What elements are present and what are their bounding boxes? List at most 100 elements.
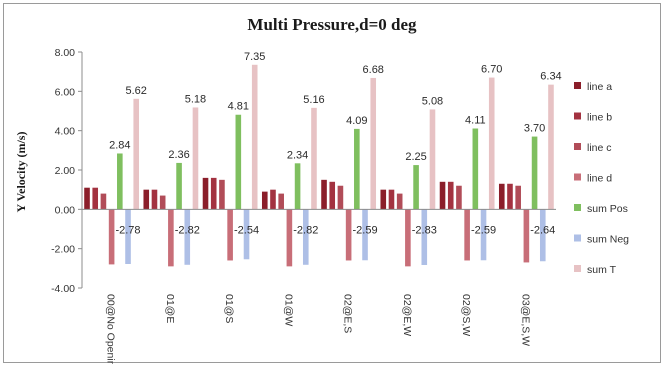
data-label-sum-pos-01-s: 4.81 <box>228 101 249 113</box>
legend-label-sum-t: sum T <box>587 264 617 276</box>
legend-swatch-line-c <box>574 143 581 150</box>
legend-label-line-d: line d <box>587 173 612 185</box>
y-tick-label: -2.00 <box>51 244 75 256</box>
bars-layer <box>84 64 554 267</box>
data-label-sum-pos-01-w: 2.34 <box>287 149 308 161</box>
bar-line-c-02-s-w <box>456 185 462 210</box>
data-label-sum-neg-02-e-w: -2.83 <box>412 224 437 236</box>
bar-line-b-02-e-w <box>388 189 395 210</box>
bar-line-b-01-e <box>151 189 158 210</box>
data-label-sum-t-01-e: 5.18 <box>185 93 206 105</box>
data-label-sum-neg-02-s-w: -2.59 <box>471 224 496 236</box>
bar-line-d-02-s-w <box>464 209 470 261</box>
data-label-sum-pos-00-no-opening: 2.84 <box>109 139 130 151</box>
data-label-sum-t-00-no-opening: 5.62 <box>126 85 147 97</box>
bar-sum-neg-01-e <box>184 209 191 265</box>
bar-sum-t-02-e-s <box>370 77 377 210</box>
bar-line-d-01-e <box>168 209 174 267</box>
bar-line-c-01-s <box>219 179 225 210</box>
x-category-label: 03@E,S,W <box>519 294 531 346</box>
y-tick-label: 0.00 <box>55 204 76 216</box>
axis-layer: 8.00 6.00 4.00 2.00 0.00 -2.00 -4.00 00@No Open… <box>51 47 556 364</box>
data-label-sum-t-01-s: 7.35 <box>244 51 265 63</box>
legend: line a line b line c line d sum Pos sum Neg su… <box>574 81 629 276</box>
y-axis-title: Y Velocity (m/s) <box>14 132 28 213</box>
legend-label-line-c: line c <box>587 142 612 154</box>
data-label-sum-t-02-e-s: 6.68 <box>363 64 384 76</box>
bar-sum-pos-03-e-s-w <box>531 136 538 210</box>
data-label-sum-neg-02-e-s: -2.59 <box>352 224 377 236</box>
data-label-sum-t-02-e-w: 5.08 <box>422 95 443 107</box>
bar-sum-neg-00-no-opening <box>125 209 131 264</box>
legend-swatch-sum-pos <box>574 204 581 211</box>
y-tick-label: 6.00 <box>55 86 76 98</box>
x-category-label: 02@E,W <box>401 294 413 336</box>
bar-line-d-01-w <box>286 209 293 267</box>
legend-swatch-line-b <box>574 112 581 120</box>
chart-frame: Multi Pressure,d=0 deg Y Velocity (m/s) … <box>3 3 661 364</box>
x-category-label: 00@No Opening <box>105 294 117 364</box>
bar-sum-t-01-s <box>251 64 258 210</box>
legend-label-line-b: line b <box>587 112 612 124</box>
bar-line-d-00-no-opening <box>108 209 115 265</box>
bar-line-d-01-s <box>227 209 233 261</box>
bar-sum-neg-03-e-s-w <box>539 209 546 262</box>
chart-title: Multi Pressure,d=0 deg <box>247 15 417 34</box>
data-labels-layer: 2.84 -2.78 5.62 2.36 -2.82 5.18 4.81 -2.54 7.35 2… <box>109 51 562 237</box>
data-label-sum-neg-03-e-s-w: -2.64 <box>530 224 555 236</box>
bar-sum-pos-01-e <box>176 162 182 210</box>
x-category-label: 02@S,W <box>460 294 472 336</box>
legend-swatch-line-a <box>574 82 581 89</box>
data-label-sum-t-02-s-w: 6.70 <box>481 64 502 76</box>
bar-sum-neg-02-e-w <box>421 209 428 265</box>
x-category-label: 01@S <box>223 294 235 323</box>
legend-swatch-sum-neg <box>574 234 581 242</box>
bar-line-a-01-s <box>202 177 209 210</box>
data-label-sum-neg-01-w: -2.82 <box>293 224 318 236</box>
y-tick-label: 4.00 <box>55 126 76 138</box>
bar-sum-neg-01-w <box>302 209 309 265</box>
bar-sum-pos-01-s <box>235 114 242 210</box>
bar-sum-pos-02-e-s <box>354 128 360 210</box>
bar-line-b-00-no-opening <box>92 187 99 210</box>
bar-line-b-02-s-w <box>447 181 454 210</box>
bar-sum-t-00-no-opening <box>133 98 140 210</box>
bar-line-a-02-s-w <box>439 181 446 210</box>
legend-label-sum-pos: sum Pos <box>587 203 628 215</box>
legend-label-sum-neg: sum Neg <box>587 234 629 246</box>
x-category-label: 02@E,S <box>342 294 354 333</box>
data-label-sum-pos-03-e-s-w: 3.70 <box>524 123 545 135</box>
bar-line-c-01-e <box>159 195 166 210</box>
bar-line-a-01-w <box>261 191 268 210</box>
bar-sum-pos-02-e-w <box>413 165 419 210</box>
data-label-sum-pos-01-e: 2.36 <box>168 149 189 161</box>
bar-line-c-03-e-s-w <box>515 185 521 210</box>
bar-line-b-01-s <box>210 177 217 210</box>
bar-sum-t-02-e-w <box>429 109 436 210</box>
legend-label-line-a: line a <box>587 81 612 93</box>
bar-sum-pos-01-w <box>294 163 301 210</box>
bar-sum-neg-02-s-w <box>480 209 487 261</box>
bar-line-c-02-e-s <box>337 185 344 210</box>
bar-line-d-02-e-w <box>405 209 411 267</box>
bar-line-d-02-e-s <box>345 209 352 261</box>
bar-sum-pos-02-s-w <box>472 128 479 210</box>
bar-line-a-02-e-w <box>380 189 387 210</box>
y-tick-label: 2.00 <box>55 165 76 177</box>
bar-line-b-01-w <box>270 189 276 210</box>
bar-sum-t-01-e <box>192 107 199 210</box>
data-label-sum-neg-00-no-opening: -2.78 <box>115 224 140 236</box>
data-label-sum-neg-01-e: -2.82 <box>175 224 200 236</box>
bar-sum-t-03-e-s-w <box>548 84 554 210</box>
data-label-sum-neg-01-s: -2.54 <box>234 224 259 236</box>
data-label-sum-t-03-e-s-w: 6.34 <box>540 71 561 83</box>
legend-swatch-sum-t <box>574 265 581 272</box>
bar-sum-neg-02-e-s <box>362 209 368 261</box>
legend-swatch-line-d <box>574 173 581 181</box>
bar-line-a-00-no-opening <box>84 187 90 210</box>
y-tick-label: -4.00 <box>51 283 75 295</box>
bar-sum-t-02-s-w <box>488 77 495 210</box>
bar-line-c-01-w <box>278 193 284 210</box>
bar-sum-neg-01-s <box>243 209 250 260</box>
bar-line-a-02-e-s <box>321 179 327 210</box>
